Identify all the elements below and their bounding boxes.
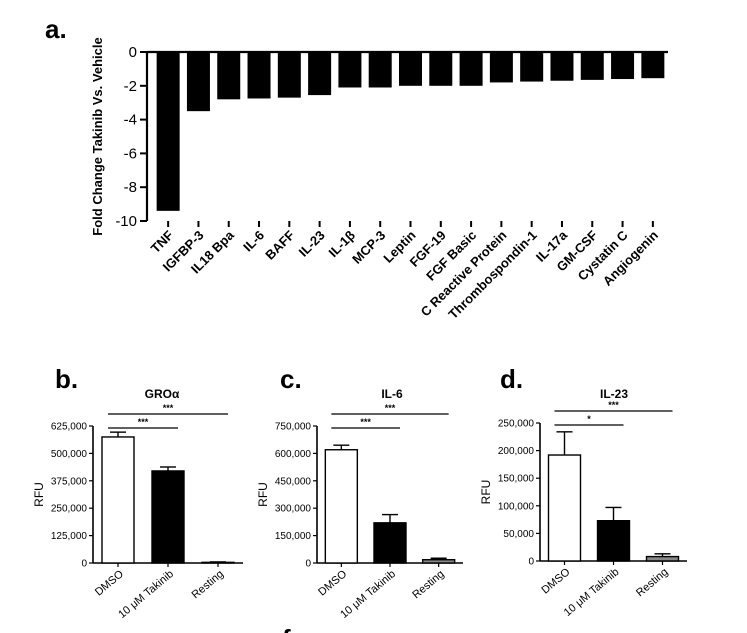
- panel-b-y-tick-label: 0: [81, 559, 87, 570]
- panel-d-bar: [547, 454, 582, 562]
- panel-d-y-tick-label: 0: [528, 557, 534, 568]
- panel-a-bar: [186, 52, 210, 112]
- panel-a-bar: [247, 52, 271, 99]
- panel-c-y-tick-label: 300,000: [275, 504, 312, 515]
- panel-c-y-tick-label: 750,000: [275, 422, 312, 433]
- panel-b-chart: b. GROα 0 125,000 250,000 375,000 500,000 625,0…: [32, 364, 243, 621]
- panel-b-y-tick-label: 125,000: [51, 531, 88, 542]
- panel-a-category-label: MCP-3: [349, 228, 388, 267]
- panel-b-bar: [101, 436, 135, 564]
- panel-a-bar: [399, 52, 422, 86]
- panel-c-y-tick-label: 0: [305, 559, 311, 570]
- panel-c-bar: [373, 522, 407, 564]
- panel-a-label: a.: [45, 14, 67, 44]
- panel-c-title: IL-6: [381, 387, 403, 401]
- panel-a-y-tick-label: -8: [124, 179, 137, 196]
- panel-a-bar: [338, 52, 362, 88]
- panel-c-y-tick-label: 600,000: [275, 449, 312, 460]
- panel-c-label: c.: [280, 364, 302, 394]
- panel-b-y-tick-label: 375,000: [51, 476, 88, 487]
- panel-a-bar: [429, 52, 453, 86]
- panel-d-y-tick-label: 250,000: [498, 419, 535, 430]
- panel-c-category-label: DMSO: [316, 568, 349, 599]
- panel-a-chart: a. 0 -2 -4 -6 -8 -10 Fold Change Takinib Vs. Ve…: [45, 14, 668, 322]
- panel-c-y-tick-label: 150,000: [275, 531, 312, 542]
- panel-d-title: IL-23: [600, 387, 628, 401]
- panel-a-y-tick-label: -10: [115, 213, 137, 230]
- panel-b-bar: [151, 470, 185, 564]
- panel-b-significance-label: ***: [138, 417, 149, 427]
- panel-d-category-label: Resting: [634, 566, 670, 599]
- panel-a-bar: [489, 52, 513, 83]
- panel-b-label: b.: [55, 364, 78, 394]
- panel-c-bar: [421, 559, 456, 564]
- panel-c-significance-label: ***: [385, 403, 396, 413]
- panel-a-bar: [368, 52, 392, 88]
- panel-a-bar: [156, 52, 180, 211]
- panel-b-y-tick-label: 250,000: [51, 504, 88, 515]
- panel-b-category-label: 10 μM Takinib: [116, 568, 176, 621]
- panel-b-category-label: DMSO: [93, 568, 126, 599]
- panel-b-y-tick-label: 625,000: [51, 422, 88, 433]
- panel-a-bar: [580, 52, 604, 80]
- panel-d-y-axis-label: RFU: [479, 480, 493, 505]
- panel-c-y-tick-label: 450,000: [275, 476, 312, 487]
- panel-c-category-label: Resting: [410, 568, 446, 601]
- panel-b-y-axis-label: RFU: [32, 482, 46, 507]
- panel-d-category-label: DMSO: [539, 566, 572, 597]
- panel-a-category-label: BAFF: [262, 227, 297, 262]
- panel-d-significance-label: *: [587, 414, 591, 424]
- panel-a-bar: [217, 52, 241, 100]
- panel-a-y-tick-label: -6: [124, 145, 137, 162]
- panel-b-significance-label: ***: [163, 403, 174, 413]
- panel-a-bar: [520, 52, 544, 82]
- panel-c-bar: [324, 449, 359, 564]
- panel-b-title: GROα: [145, 387, 180, 401]
- panel-d-y-tick-label: 150,000: [498, 474, 535, 485]
- panel-d-chart: d. IL-23 0 50,000 100,000 150,000 200,000 250,0…: [479, 364, 687, 619]
- panel-a-y-axis-label: Fold Change Takinib Vs. Vehicle: [90, 37, 105, 235]
- panel-d-bar: [596, 520, 631, 562]
- panel-a-y-tick-label: 0: [129, 44, 137, 61]
- panel-a-bar: [277, 52, 301, 98]
- panel-a-y-tick-label: -2: [124, 78, 137, 95]
- panel-a-bar: [611, 52, 635, 80]
- panel-d-y-tick-label: 100,000: [498, 501, 535, 512]
- panel-d-significance-label: ***: [608, 400, 619, 410]
- panel-c-significance-label: ***: [360, 417, 371, 427]
- panel-a-category-label: IL-23: [296, 228, 328, 260]
- panel-c-y-axis-label: RFU: [256, 482, 270, 507]
- panel-a-y-tick-label: -4: [124, 112, 137, 129]
- panel-a-bar: [641, 52, 665, 79]
- panel-a-bar: [550, 52, 574, 81]
- panel-d-bar: [645, 555, 680, 562]
- panel-b-y-tick-label: 500,000: [51, 449, 88, 460]
- panel-d-label: d.: [500, 364, 523, 394]
- cutoff-panel-label: g.: [503, 624, 526, 633]
- panel-c-chart: c. IL-6 0 150,000 300,000 450,000 600,000 750,0…: [256, 364, 463, 621]
- cutoff-panel-label: f.: [282, 624, 298, 633]
- panel-b-category-label: Resting: [190, 568, 226, 601]
- panel-a-bar: [459, 52, 483, 86]
- panel-d-y-tick-label: 50,000: [503, 529, 534, 540]
- panel-a-bar: [308, 52, 332, 96]
- cutoff-panel-label: e.: [55, 624, 77, 633]
- panel-d-y-tick-label: 200,000: [498, 446, 535, 457]
